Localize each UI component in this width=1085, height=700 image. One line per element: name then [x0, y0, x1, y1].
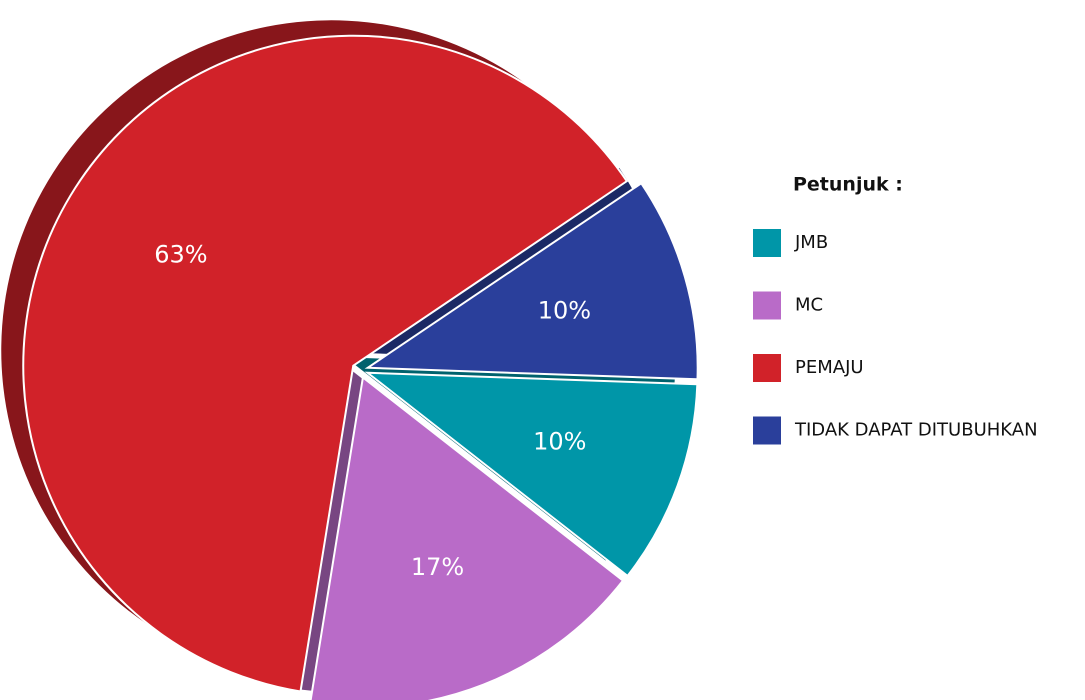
legend-swatch	[753, 229, 781, 257]
legend-swatch	[753, 291, 781, 320]
pie-slice	[309, 375, 625, 700]
legend-label: MC	[795, 295, 823, 316]
legend-swatch	[753, 354, 781, 382]
pie-slice	[364, 371, 699, 578]
legend-label: PEMAJU	[795, 357, 864, 378]
legend-label: JMB	[794, 232, 828, 253]
pie-slice	[364, 181, 699, 381]
slice-label: 17%	[411, 553, 464, 581]
legend-swatch	[753, 416, 781, 445]
pie-slice	[22, 34, 629, 693]
slice-label: 63%	[154, 240, 207, 268]
legend-title: Petunjuk :	[793, 174, 903, 196]
legend-label: TIDAK DAPAT DITUBUHKAN	[794, 420, 1038, 441]
slice-label: 10%	[533, 428, 586, 456]
slice-label: 10%	[538, 296, 591, 324]
